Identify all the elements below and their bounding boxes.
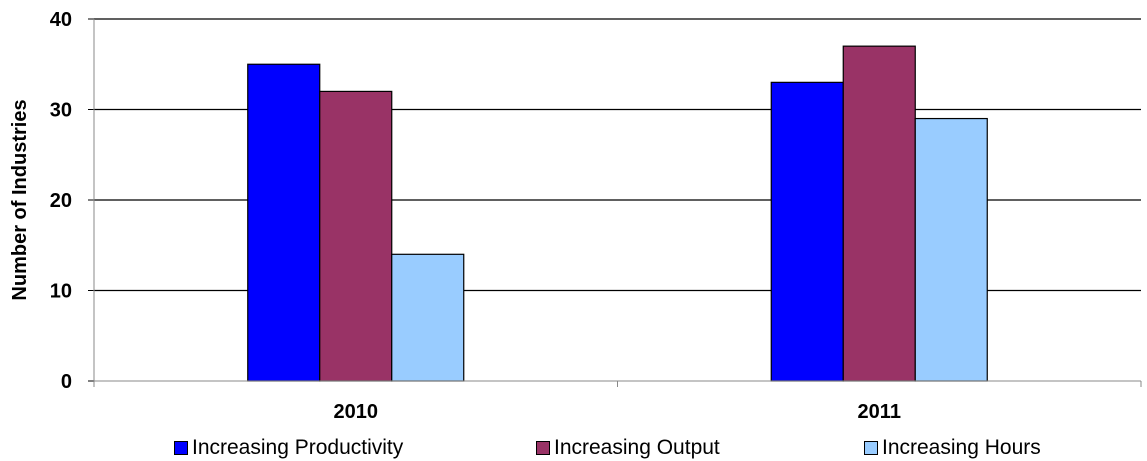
bar: [319, 90, 393, 382]
bar: [391, 253, 465, 382]
y-tick-label: 20: [50, 190, 72, 212]
x-tick-label: 2011: [858, 401, 901, 423]
bar: [770, 81, 844, 382]
bar: [842, 45, 916, 382]
legend-swatch: [174, 441, 188, 455]
y-tick-label: 10: [50, 281, 72, 303]
legend-item-hours: Increasing Hours: [864, 436, 1041, 460]
axes: 0 10 20 30 40 2010 2011: [50, 9, 1142, 423]
y-axis-label: Number of Industries: [9, 99, 31, 300]
bar: [247, 63, 321, 382]
legend-swatch: [864, 441, 878, 455]
legend-item-output: Increasing Output: [536, 436, 720, 460]
legend-label: Increasing Output: [554, 436, 720, 459]
y-tick-label: 0: [61, 371, 72, 393]
legend-swatch: [536, 441, 550, 455]
y-tick-label: 40: [50, 9, 72, 31]
bar: [914, 117, 988, 382]
x-tick-label: 2010: [334, 401, 379, 423]
bars: [247, 45, 988, 382]
y-tick-label: 30: [50, 100, 72, 122]
legend-label: Increasing Productivity: [192, 436, 404, 459]
legend-item-productivity: Increasing Productivity: [174, 436, 403, 460]
legend: Increasing Productivity Increasing Outpu…: [0, 436, 1147, 461]
bar-chart: 0 10 20 30 40 2010 2011 Number of Industries: [9, 9, 1142, 423]
legend-label: Increasing Hours: [882, 436, 1041, 459]
